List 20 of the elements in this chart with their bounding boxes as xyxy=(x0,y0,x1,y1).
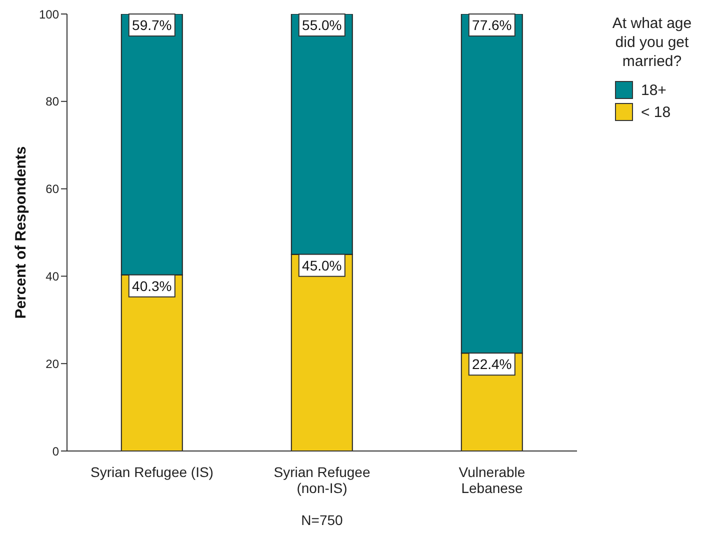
y-tick-label: 0 xyxy=(52,444,60,458)
x-axis-title: N=750 xyxy=(301,512,344,528)
y-tick-label: 60 xyxy=(46,182,60,196)
y-tick-label: 100 xyxy=(38,7,60,22)
data-label: 40.3% xyxy=(132,278,172,294)
data-label: 55.0% xyxy=(302,17,342,33)
legend-title: At what age did you get married? xyxy=(611,14,693,71)
data-label: 22.4% xyxy=(472,356,512,372)
y-tick-label: 20 xyxy=(46,356,60,371)
data-label: 45.0% xyxy=(302,257,342,274)
y-axis-title: Percent of Respondents xyxy=(12,146,30,319)
y-tick-label: 80 xyxy=(46,94,60,109)
data-label: 77.6% xyxy=(472,17,512,33)
legend-label: 18+ xyxy=(641,82,666,98)
legend-label: < 18 xyxy=(641,104,671,120)
x-tick-label: Syrian Refugee (IS) xyxy=(90,464,214,480)
x-tick-label: Vulnerable Lebanese xyxy=(458,464,526,496)
y-tick-label: 40 xyxy=(46,269,60,284)
data-label: 59.7% xyxy=(132,17,172,33)
x-tick-label: Syrian Refugee (non-IS) xyxy=(274,464,370,496)
